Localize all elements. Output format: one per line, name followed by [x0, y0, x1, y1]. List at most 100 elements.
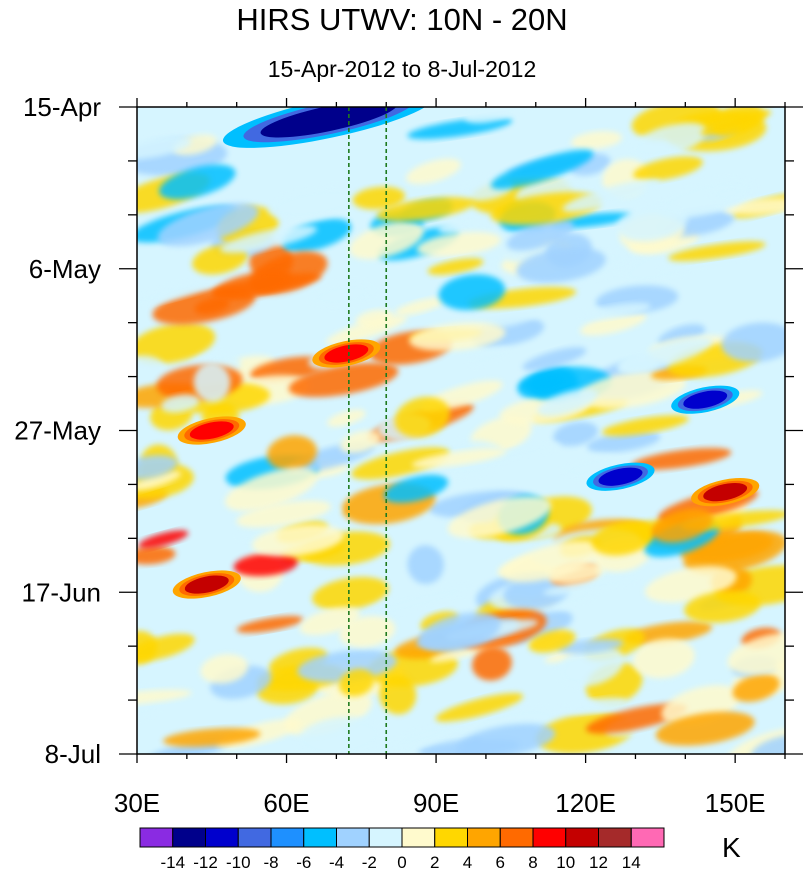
anomaly-blob	[137, 323, 216, 364]
anomaly-blob	[252, 524, 344, 557]
anomaly-blob	[284, 691, 373, 736]
feature-moist-west-june	[184, 575, 229, 594]
anomaly-blob	[159, 164, 236, 200]
y-tick-label: 15-Apr	[23, 92, 101, 122]
colorbar-box	[532, 827, 567, 848]
anomaly-blob	[591, 520, 653, 556]
anomaly-blob	[724, 197, 785, 215]
anomaly-blob	[727, 632, 785, 675]
anomaly-blob	[137, 546, 176, 565]
anomaly-blob	[438, 274, 506, 311]
colorbar-label: 4	[463, 853, 472, 869]
y-axis: 15-Apr 6-May 27-May 17-Jun 8-Jul	[14, 92, 803, 769]
anomaly-blob	[616, 204, 688, 242]
anomaly-blob	[633, 638, 695, 679]
colorbar-label: -2	[362, 853, 377, 869]
anomaly-blob	[520, 374, 566, 393]
y-tick-label: 17-Jun	[22, 577, 102, 607]
anomaly-blob	[709, 184, 747, 203]
anomaly-blob	[483, 443, 561, 464]
anomaly-blob	[456, 723, 556, 754]
anomaly-blob	[684, 590, 761, 623]
colorbar-label: 0	[397, 853, 406, 869]
anomaly-blob	[580, 312, 647, 336]
anomaly-blob	[522, 347, 587, 371]
anomaly-blob	[721, 322, 785, 362]
anomaly-blob	[406, 158, 461, 185]
anomaly-blob	[393, 722, 457, 748]
anomaly-blob	[236, 615, 304, 633]
anomaly-blob	[157, 203, 259, 247]
feature-moist-west-may	[189, 421, 234, 440]
anomaly-blob	[602, 415, 689, 436]
anomaly-blob	[557, 638, 624, 654]
anomaly-blob	[427, 258, 484, 275]
anomaly-blob	[631, 447, 732, 470]
colorbar-box	[270, 827, 305, 848]
anomaly-blob	[571, 131, 622, 150]
anomaly-blob	[288, 362, 399, 398]
anomaly-blob	[652, 508, 714, 543]
anomaly-blob	[268, 186, 364, 220]
anomaly-blob	[383, 474, 449, 503]
anomaly-blob	[516, 247, 606, 283]
colorbar-box	[467, 827, 501, 848]
colorbar-label: 10	[556, 853, 575, 869]
anomaly-blob	[537, 388, 598, 417]
colorbar-label: -10	[226, 853, 251, 869]
anomaly-blob	[137, 633, 195, 662]
colorbar-box	[336, 827, 370, 848]
anomaly-blob	[411, 448, 507, 468]
colorbar-box	[303, 827, 337, 848]
colorbar-label: -4	[329, 853, 344, 869]
anomaly-blob	[587, 431, 661, 453]
anomaly-blob	[548, 563, 605, 584]
colorbar-box	[499, 827, 534, 848]
anomaly-blob	[137, 470, 182, 491]
colorbar-box	[401, 827, 436, 848]
anomaly-blob	[562, 455, 620, 479]
anomaly-blob	[281, 218, 352, 252]
feature-dry-east-june	[598, 467, 643, 486]
anomaly-blob	[464, 107, 536, 124]
feature-moist-east-june	[703, 483, 748, 502]
colorbar-label: 12	[589, 853, 608, 869]
anomaly-blob	[543, 577, 640, 596]
colorbar-label: 14	[622, 853, 641, 869]
anomaly-blob	[138, 530, 189, 549]
feature-dry-band-top	[260, 107, 398, 138]
colorbar-label: 8	[528, 853, 537, 869]
anomaly-blob	[435, 693, 524, 722]
anomaly-blob	[137, 135, 192, 160]
x-tick-label: 120E	[555, 788, 616, 818]
anomaly-blob	[558, 645, 624, 687]
anomaly-blob	[503, 574, 570, 610]
colorbar-units: K	[722, 832, 741, 863]
anomaly-blob	[376, 197, 474, 222]
colorbar-label: -8	[263, 853, 278, 869]
anomaly-blob	[236, 500, 331, 528]
anomaly-blob	[395, 297, 445, 316]
x-tick-label: 30E	[114, 788, 160, 818]
anomaly-blob	[297, 649, 397, 683]
anomaly-blob	[437, 220, 482, 234]
chart-subtitle: 15-Apr-2012 to 8-Jul-2012	[267, 56, 537, 82]
anomaly-blob	[416, 232, 501, 257]
anomaly-blob	[506, 219, 574, 251]
anomaly-blob	[490, 149, 594, 190]
colorbar: -14 -12 -10 -8 -6 -4 -2 0 2 4 6 8 10 12 14	[139, 827, 665, 869]
anomaly-blob	[562, 179, 661, 212]
y-tick-label: 27-May	[14, 416, 101, 446]
anomaly-blob	[655, 711, 755, 746]
anomaly-blob	[528, 629, 576, 653]
anomaly-blob	[700, 109, 771, 136]
anomaly-blob	[267, 435, 317, 471]
anomaly-blob	[137, 455, 178, 480]
feature-moist-core-may	[324, 344, 369, 363]
anomaly-blob	[732, 674, 780, 702]
anomaly-blob	[355, 309, 394, 328]
feature-dry-east-may	[683, 390, 728, 409]
colorbar-box	[205, 827, 239, 848]
x-tick-label: 150E	[705, 788, 766, 818]
